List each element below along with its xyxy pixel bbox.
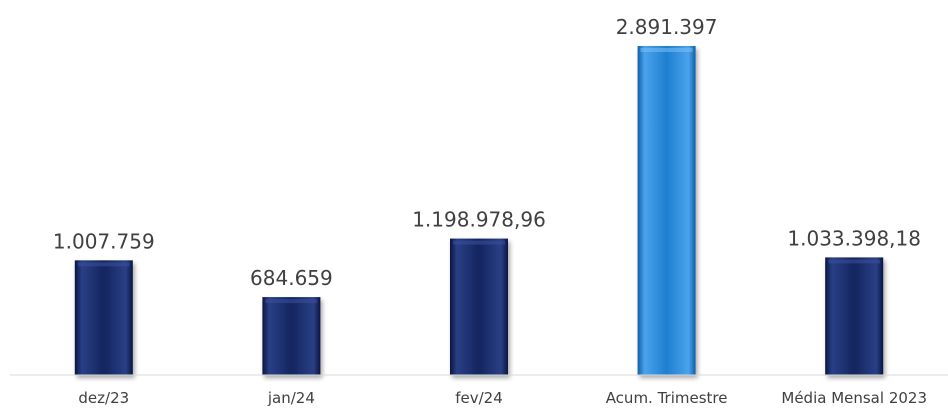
x-tick-label: fev/24 <box>455 389 503 407</box>
bar <box>262 297 321 375</box>
data-label: 2.891.397 <box>616 15 718 39</box>
data-label: 684.659 <box>250 266 333 290</box>
x-tick-label: Acum. Trimestre <box>606 389 728 407</box>
x-tick-label: Média Mensal 2023 <box>781 389 927 407</box>
bar-group <box>262 297 321 375</box>
bar <box>74 260 133 375</box>
bar-group <box>825 257 884 375</box>
bar <box>450 238 508 375</box>
bar-group <box>637 46 696 375</box>
bar-bevel <box>828 259 881 264</box>
bar-bevel <box>265 299 318 304</box>
bar-bevel <box>453 240 505 245</box>
labels-layer: 1.007.759 dez/23 684.659 jan/24 1.198.978,96… <box>53 15 927 407</box>
data-label: 1.198.978,96 <box>412 208 546 232</box>
bar-bevel <box>77 262 130 267</box>
data-label: 1.033.398,18 <box>787 226 921 250</box>
x-tick-label: dez/23 <box>78 389 129 407</box>
bar-group <box>450 238 508 375</box>
bar <box>825 257 884 375</box>
bar-group <box>74 260 133 375</box>
bar-bevel <box>640 48 693 52</box>
data-label: 1.007.759 <box>53 229 155 253</box>
bar <box>637 46 696 375</box>
x-tick-label: jan/24 <box>267 389 315 407</box>
bars-layer <box>74 46 884 375</box>
